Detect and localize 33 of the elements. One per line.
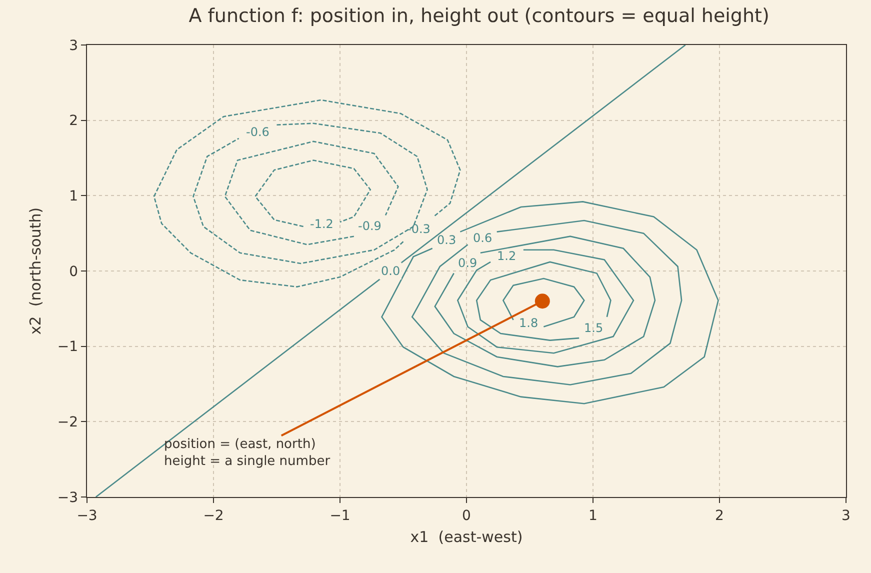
y-tick-label: 3 (69, 38, 78, 54)
series-label: 0.9 (458, 256, 478, 270)
series-label: 0.3 (437, 233, 456, 247)
y-tick-label: −3 (57, 490, 78, 506)
line-series (224, 140, 399, 246)
annotation: position = (east, north) height = a single number (164, 437, 331, 469)
series-label: 0.6 (473, 231, 492, 245)
series-label: 1.8 (519, 316, 538, 330)
x-tick-label: 1 (588, 508, 598, 524)
y-tick-label: −2 (57, 414, 78, 431)
chart-title: A function f: position in, height out (contours = equal height) (188, 4, 770, 27)
x-tick-label: 2 (715, 508, 724, 524)
line-series (476, 261, 612, 341)
series-label: -1.2 (310, 217, 334, 231)
series-label: -0.9 (358, 219, 382, 233)
x-tick-label: −2 (203, 508, 224, 524)
y-tick-label: 1 (69, 188, 78, 205)
y-axis-title: x2 (north-south) (26, 207, 45, 335)
y-tick-label: 2 (69, 113, 78, 130)
x-tick-label: 3 (842, 508, 850, 524)
x-axis-title: x1 (east-west) (410, 528, 523, 546)
y-tick-label: −1 (57, 339, 78, 356)
series-label: 0.0 (381, 264, 400, 278)
y-tick-label: 0 (69, 264, 78, 280)
series-label: -0.6 (246, 125, 270, 139)
x-tick-label: 0 (462, 508, 471, 524)
line-series (502, 278, 585, 328)
x-tick-label: −1 (330, 508, 350, 524)
line-series (192, 122, 428, 264)
series-label: 1.2 (497, 249, 516, 263)
series-label: 1.5 (584, 321, 604, 335)
line-series (457, 249, 634, 354)
series-label: -0.3 (407, 222, 430, 236)
